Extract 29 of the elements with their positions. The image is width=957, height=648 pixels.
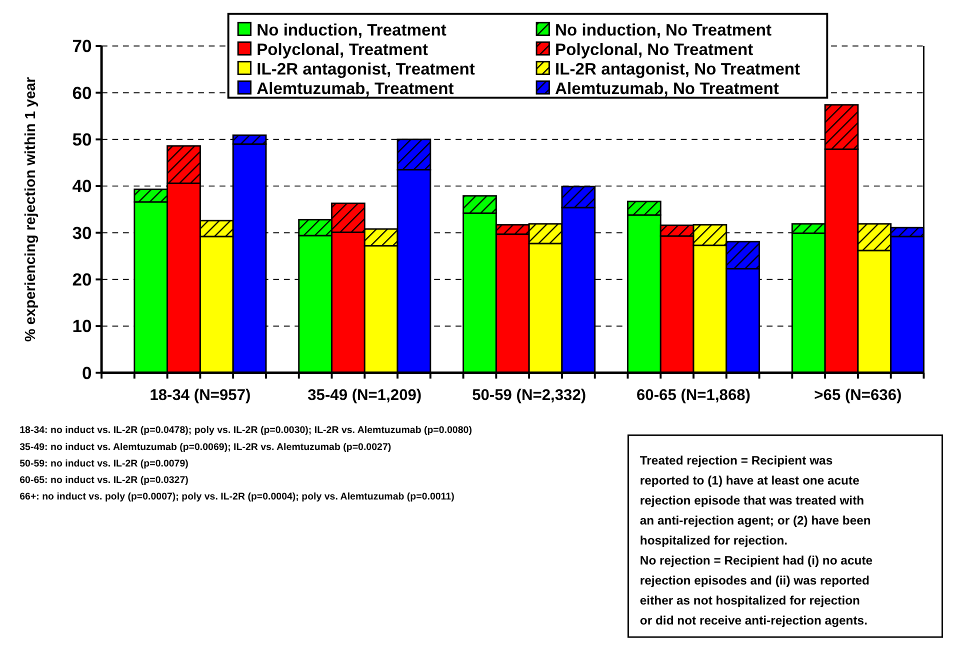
y-tick-label: 20 bbox=[72, 270, 92, 290]
text: 18-34: no induct vs. IL-2R (p=0.0478); poly vs. IL-2R (p=0.0030); IL-2R vs. Alemtuzumab (p=0.0080) bbox=[20, 425, 472, 436]
legend-label: Alemtuzumab, No Treatment bbox=[555, 78, 780, 98]
text: 35-49 (N=1,209) bbox=[308, 387, 422, 404]
legend-label: Polyclonal, Treatment bbox=[256, 40, 428, 59]
text: >65 (N=636) bbox=[814, 387, 902, 404]
text: Treated rejection = Recipient was reported to (1) have at least one acute rejection episode that was treated with an anti-rejection agent; or (2) have been hospitalized for rejection. bbox=[640, 453, 871, 548]
y-tick-label: 60 bbox=[72, 82, 92, 103]
legend-label: No induction, Treatment bbox=[256, 20, 447, 40]
legend-label: No induction, No Treatment bbox=[555, 20, 772, 40]
text: 66+: no induct vs. poly (p=0.0007); poly vs. IL-2R (p=0.0004); poly vs. Alemtuzumab (p=0.0011) bbox=[20, 492, 454, 503]
legend-label: Polyclonal, No Treatment bbox=[555, 40, 754, 59]
text: 60-65: no induct vs. IL-2R (p=0.0327) bbox=[20, 474, 188, 486]
y-tick-label: 10 bbox=[72, 316, 92, 336]
y-tick-label: 30 bbox=[72, 222, 92, 243]
text: 50-59: no induct vs. IL-2R (p=0.0079) bbox=[20, 458, 188, 470]
y-tick-label: 50 bbox=[72, 130, 92, 150]
text: 50-59 (N=2,332) bbox=[472, 387, 586, 404]
text: 60-65 (N=1,868) bbox=[636, 387, 751, 404]
y-tick-label: 0 bbox=[82, 362, 92, 383]
y-tick-label: 40 bbox=[72, 176, 92, 196]
text: 18-34 (N=957) bbox=[150, 387, 251, 404]
text: No rejection = Recipient had (i) no acute rejection episodes and (ii) was reported either as not hospitalized for rejection or did not receive anti-rejection agents. bbox=[640, 553, 873, 628]
y-tick-label: 70 bbox=[72, 36, 92, 56]
legend-label: Alemtuzumab, Treatment bbox=[256, 78, 454, 98]
legend-label: IL-2R antagonist, No Treatment bbox=[555, 59, 801, 78]
y-axis-title: % experiencing rejection within 1 year bbox=[23, 76, 40, 342]
legend-label: IL-2R antagonist, Treatment bbox=[256, 59, 476, 78]
text: 35-49: no induct vs. Alemtuzumab (p=0.0069); IL-2R vs. Alemtuzumab (p=0.0027) bbox=[20, 442, 392, 453]
